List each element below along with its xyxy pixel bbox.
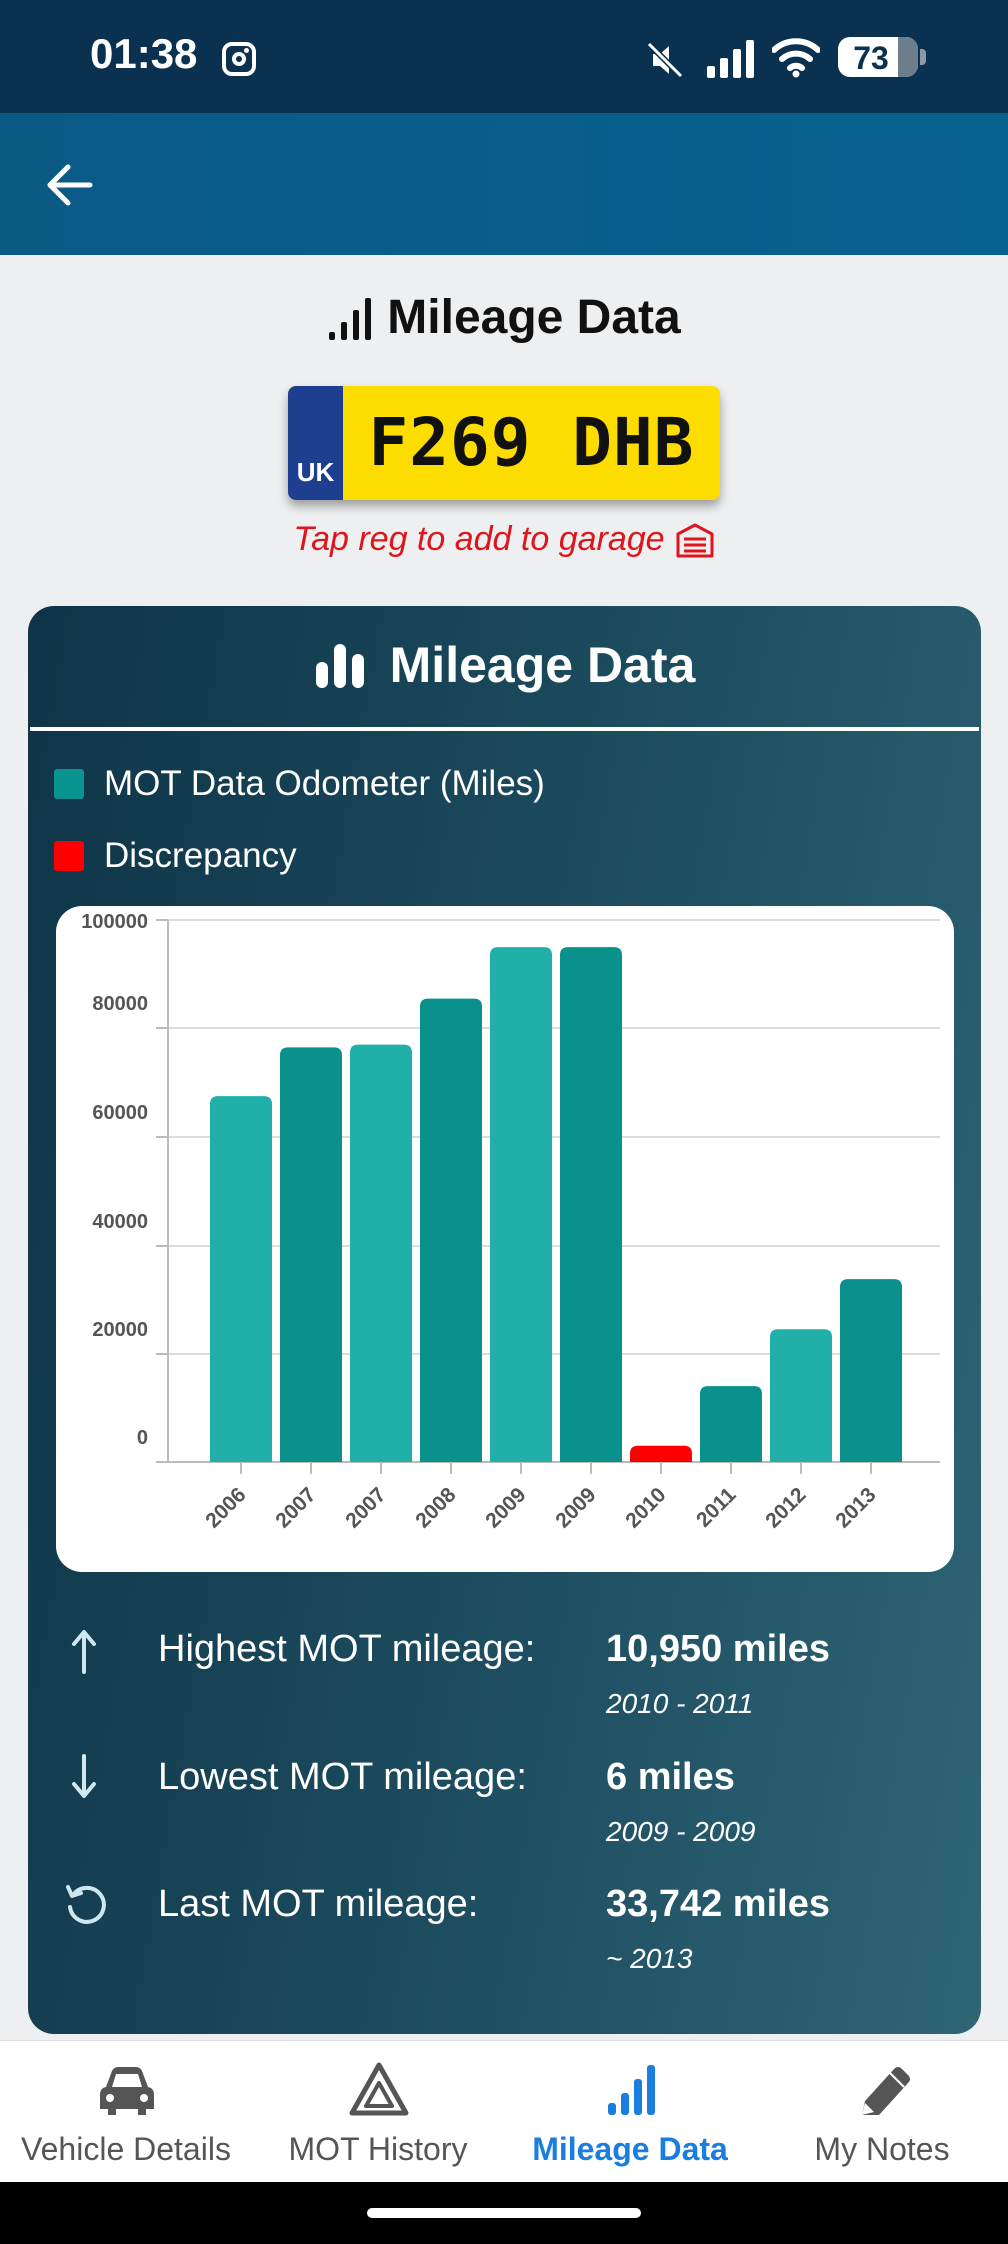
chart-y-tick-label: 40000	[92, 1211, 148, 1233]
chart-x-tick-label: 2008	[411, 1483, 461, 1533]
stat-highest-sub: 2010 - 2011	[606, 1688, 754, 1719]
stat-last-label: Last MOT mileage:	[158, 1883, 479, 1925]
legend-label-discrepancy: Discrepancy	[104, 836, 297, 875]
stat-highest-label: Highest MOT mileage:	[158, 1628, 536, 1670]
chart-x-tick-label: 2013	[831, 1483, 880, 1532]
stat-lowest-label: Lowest MOT mileage:	[158, 1756, 527, 1798]
nav-label-vehicle-details: Vehicle Details	[21, 2131, 231, 2167]
chart-bar	[560, 947, 622, 1462]
chart-x-tick-label: 2009	[481, 1483, 530, 1532]
nav-label-mileage-data: Mileage Data	[532, 2131, 728, 2167]
chart-x-tick-label: 2011	[692, 1483, 741, 1532]
garage-icon	[676, 523, 714, 557]
battery-level: 73	[853, 40, 889, 76]
nav-label-mot-history: MOT History	[288, 2131, 468, 2167]
chart-x-tick-label: 2006	[201, 1483, 250, 1532]
mute-icon	[646, 41, 684, 79]
chart-bar	[210, 1096, 272, 1462]
mileage-card: Mileage Data MOT Data Odometer (Miles) D…	[28, 606, 981, 2034]
app-bar	[0, 113, 1008, 255]
nav-vehicle-details[interactable]: Vehicle Details	[0, 2041, 252, 2183]
legend-label-odometer: MOT Data Odometer (Miles)	[104, 764, 545, 803]
battery-icon: 73	[838, 37, 926, 77]
card-divider	[30, 727, 979, 731]
arrow-down-icon	[72, 1754, 96, 1798]
chart-x-tick-label: 2009	[551, 1483, 600, 1532]
registration-plate[interactable]: UK F269 DHB	[288, 386, 720, 500]
signal-bars-icon	[329, 297, 372, 340]
car-icon	[100, 2067, 154, 2115]
bottom-navigation: Vehicle Details MOT History Mileage Data…	[0, 2040, 1008, 2182]
nav-label-my-notes: My Notes	[814, 2131, 950, 2167]
chart-x-tick-label: 2012	[761, 1483, 810, 1532]
plate-country-band	[288, 386, 343, 500]
page-title: Mileage Data	[327, 290, 681, 345]
history-icon	[66, 1885, 106, 1924]
plate-country: UK	[296, 457, 335, 487]
warning-triangle-icon	[349, 2062, 409, 2116]
status-time: 01:38	[90, 30, 198, 77]
stat-last-value: 33,742 miles	[606, 1883, 830, 1925]
garage-hint[interactable]: Tap reg to add to garage	[0, 520, 1008, 559]
chart-bar	[840, 1279, 902, 1462]
chart-bar	[700, 1386, 762, 1462]
legend-swatch-odometer	[54, 769, 84, 799]
stat-lowest-sub: 2009 - 2009	[606, 1816, 756, 1847]
arrow-up-icon	[72, 1630, 96, 1674]
chart-bar	[490, 947, 552, 1462]
chart-y-tick-label: 60000	[92, 1102, 148, 1124]
page-title-text: Mileage Data	[387, 291, 681, 344]
chart-x-tick-label: 2010	[621, 1483, 670, 1532]
chart-x-tick-label: 2007	[271, 1483, 320, 1532]
wifi-icon	[772, 38, 820, 78]
nav-mileage-data[interactable]: Mileage Data	[504, 2041, 756, 2183]
stat-last-sub: ~ 2013	[606, 1943, 693, 1974]
chart-bar	[770, 1329, 832, 1462]
mileage-chart-svg: 100000 80000 60000 40000 20000 0 2006 2007 2007 2…	[81, 911, 940, 1533]
mileage-chart: 100000 80000 60000 40000 20000 0 2006 2007 2007 2…	[56, 906, 954, 1572]
chart-bar	[420, 998, 482, 1462]
legend-swatch-discrepancy	[54, 841, 84, 871]
nav-mot-history[interactable]: MOT History	[252, 2041, 504, 2183]
instagram-icon	[222, 42, 256, 76]
chart-y-tick-label: 100000	[81, 911, 148, 933]
garage-hint-text: Tap reg to add to garage	[293, 520, 665, 558]
stat-lowest-value: 6 miles	[606, 1756, 735, 1798]
home-indicator[interactable]	[367, 2208, 641, 2218]
page-title-row: Mileage Data	[0, 290, 1008, 347]
chart-y-tick-label: 20000	[92, 1319, 148, 1341]
status-bar: 01:38 73	[0, 0, 1008, 113]
card-header: Mileage Data	[28, 636, 981, 695]
system-navigation-bar	[0, 2182, 1008, 2244]
legend-item-discrepancy: Discrepancy	[54, 836, 297, 876]
chart-y-tick-label: 80000	[92, 993, 148, 1015]
nav-my-notes[interactable]: My Notes	[756, 2041, 1008, 2183]
chart-bar-discrepancy	[630, 1445, 692, 1462]
pencil-icon	[862, 2067, 910, 2115]
chart-y-tick-label: 0	[137, 1427, 148, 1449]
card-title: Mileage Data	[389, 637, 696, 693]
chart-bar	[350, 1044, 412, 1462]
stat-highest-value: 10,950 miles	[606, 1628, 830, 1670]
back-arrow-icon[interactable]	[40, 157, 100, 213]
plate-registration: F269 DHB	[368, 404, 695, 481]
bar-chart-icon	[315, 644, 364, 688]
cell-signal-icon	[707, 40, 754, 78]
legend-item-odometer: MOT Data Odometer (Miles)	[54, 764, 545, 804]
chart-bar	[280, 1047, 342, 1462]
chart-x-tick-label: 2007	[341, 1483, 390, 1532]
signal-bars-icon	[608, 2065, 655, 2115]
